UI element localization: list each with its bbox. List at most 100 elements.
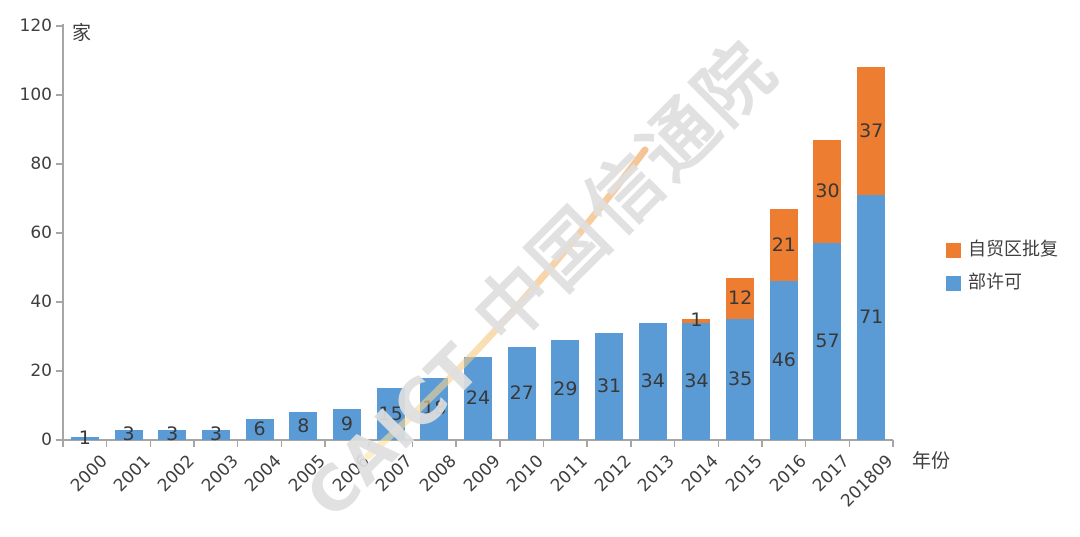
x-tick-label-2008: 2008 xyxy=(416,451,461,497)
y-tick-label: 80 xyxy=(30,153,52,174)
y-tick-label: 0 xyxy=(41,429,52,450)
y-tick-mark xyxy=(56,301,63,303)
legend-item-部许可: 部许可 xyxy=(946,273,1058,293)
x-tick-mark xyxy=(630,440,632,447)
x-tick-mark xyxy=(236,440,239,447)
bar-value-label: 1 xyxy=(78,426,91,449)
y-axis-unit-label: 家 xyxy=(72,22,92,44)
bar-segment-部许可-2015 xyxy=(726,319,755,440)
x-tick-mark xyxy=(673,440,676,447)
y-tick-label: 100 xyxy=(19,84,52,105)
x-tick-label-2010: 2010 xyxy=(503,451,549,497)
x-tick-label-2000: 2000 xyxy=(66,451,112,497)
legend-label: 自贸区批复 xyxy=(968,239,1058,260)
bar-segment-自贸区批复-2017 xyxy=(813,139,842,244)
y-tick-label: 60 xyxy=(30,222,52,243)
bar-value-label: 37 xyxy=(859,119,884,142)
bar-segment-部许可-2014 xyxy=(682,322,711,440)
bar-value-label: 27 xyxy=(509,381,534,404)
bar-segment-自贸区批复-201809 xyxy=(857,67,886,196)
bar-segment-部许可-2002 xyxy=(158,429,187,440)
x-tick-mark xyxy=(717,440,719,447)
bar-segment-部许可-2006 xyxy=(332,408,361,440)
x-tick-mark xyxy=(761,440,763,447)
x-tick-label-2012: 2012 xyxy=(590,451,636,497)
x-tick-label-2009: 2009 xyxy=(459,451,505,497)
bar-segment-部许可-201809 xyxy=(857,195,886,440)
x-tick-mark xyxy=(149,440,152,447)
y-tick-mark xyxy=(56,439,63,441)
bar-value-label: 9 xyxy=(340,412,353,435)
x-tick-label-2003: 2003 xyxy=(197,451,243,497)
x-tick-label-2002: 2002 xyxy=(153,451,199,497)
x-axis-title: 年份 xyxy=(912,450,951,472)
x-tick-mark xyxy=(586,440,588,447)
legend-swatch xyxy=(946,242,961,258)
bar-segment-自贸区批复-2014 xyxy=(682,319,711,323)
bar-segment-自贸区批复-2016 xyxy=(769,208,798,282)
x-tick-label-2014: 2014 xyxy=(678,451,723,497)
bar-segment-自贸区批复-2015 xyxy=(726,277,755,320)
y-tick-mark xyxy=(56,94,63,96)
bar-value-label: 3 xyxy=(209,423,222,446)
x-tick-mark xyxy=(193,440,195,447)
y-tick-label: 40 xyxy=(30,291,52,312)
bar-value-label: 18 xyxy=(422,397,447,420)
x-tick-label-2007: 2007 xyxy=(372,451,418,497)
x-tick-mark xyxy=(848,440,851,447)
x-tick-mark xyxy=(105,440,108,447)
x-tick-label-2006: 2006 xyxy=(328,451,374,497)
bar-value-label: 29 xyxy=(553,378,578,401)
bar-value-label: 24 xyxy=(465,387,491,410)
x-tick-mark xyxy=(324,440,326,447)
bar-value-label: 3 xyxy=(122,423,135,446)
x-tick-mark xyxy=(62,440,64,447)
x-tick-mark xyxy=(499,440,501,447)
legend: 自贸区批复 部许可 xyxy=(946,240,1058,306)
bar-value-label: 46 xyxy=(771,349,796,372)
bar-value-label: 30 xyxy=(815,180,840,203)
x-tick-mark xyxy=(411,440,414,447)
x-tick-mark xyxy=(455,440,457,447)
legend-label: 部许可 xyxy=(968,272,1022,293)
bar-segment-部许可-2017 xyxy=(813,243,842,440)
y-tick-mark xyxy=(56,25,63,27)
bar-value-label: 8 xyxy=(297,414,310,437)
bar-value-label: 57 xyxy=(815,330,840,353)
x-tick-label-2016: 2016 xyxy=(765,451,811,497)
bar-segment-部许可-2005 xyxy=(289,412,318,440)
bar-value-label: 31 xyxy=(596,375,622,398)
x-tick-label-2005: 2005 xyxy=(284,451,330,497)
bar-value-label: 12 xyxy=(728,287,753,310)
bar-segment-部许可-2016 xyxy=(769,281,798,440)
y-tick-label: 20 xyxy=(30,360,52,381)
bar-segment-部许可-2001 xyxy=(114,429,143,440)
bar-value-label: 1 xyxy=(690,309,703,332)
x-tick-label-2004: 2004 xyxy=(241,451,287,497)
bar-value-label: 35 xyxy=(728,368,753,391)
x-tick-label-2001: 2001 xyxy=(110,451,155,497)
x-tick-label-2011: 2011 xyxy=(547,451,592,497)
x-tick-label-2013: 2013 xyxy=(634,451,680,497)
bar-value-label: 21 xyxy=(771,233,796,256)
y-tick-mark xyxy=(56,232,63,234)
x-tick-label-2015: 2015 xyxy=(721,451,767,497)
bar-segment-部许可-2000 xyxy=(70,436,99,440)
bar-value-label: 3 xyxy=(166,423,179,446)
x-tick-mark xyxy=(280,440,283,447)
bar-value-label: 71 xyxy=(859,306,884,329)
x-tick-mark xyxy=(892,440,894,447)
bar-value-label: 34 xyxy=(640,369,665,392)
legend-item-自贸区批复: 自贸区批复 xyxy=(946,240,1058,260)
x-tick-mark xyxy=(804,440,807,447)
legend-swatch xyxy=(946,275,961,291)
bar-value-label: 6 xyxy=(253,418,266,441)
y-tick-label: 120 xyxy=(19,15,52,36)
x-tick-mark xyxy=(542,440,545,447)
y-tick-mark xyxy=(56,370,63,372)
bar-segment-部许可-2004 xyxy=(245,419,274,440)
bar-segment-部许可-2003 xyxy=(201,429,230,440)
y-tick-mark xyxy=(56,163,63,165)
x-tick-mark xyxy=(368,440,370,447)
